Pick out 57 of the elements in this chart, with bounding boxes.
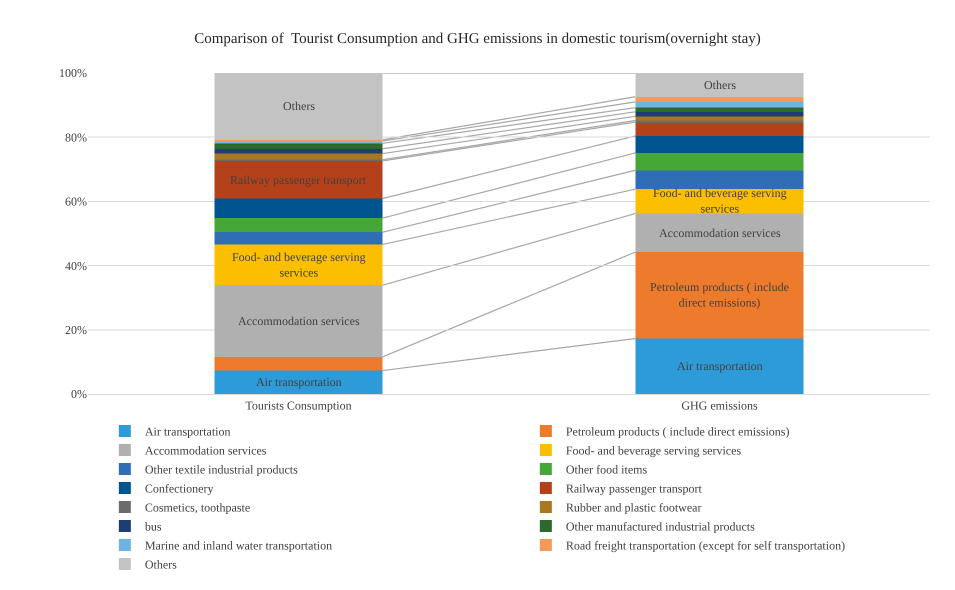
bar: [214, 198, 383, 218]
bar: [635, 122, 804, 136]
data-label: Accommodation services: [238, 314, 360, 328]
data-label: Others: [283, 99, 316, 113]
legend-label: Others: [144, 558, 178, 572]
bar: [635, 152, 804, 170]
bar: [635, 96, 804, 102]
x-tick-label: Tourists Consumption: [245, 398, 352, 412]
legend-label: bus: [144, 520, 162, 534]
bar: [635, 112, 804, 116]
legend-label: Air transportation: [144, 424, 230, 439]
legend-label: Petroleum products ( include direct emissions): [566, 424, 790, 439]
bar: [635, 170, 804, 190]
bar: [214, 143, 383, 149]
legend-label: Cosmetics, toothpaste: [144, 500, 250, 515]
legend-label: Other textile industrial products: [144, 462, 298, 477]
legend-label: Confectionery: [144, 482, 214, 496]
bar: [214, 232, 383, 244]
bar: [214, 160, 383, 199]
legend-label: Other manufactured industrial products: [566, 520, 756, 534]
data-label: Air transportation: [256, 375, 342, 389]
legend-label: Railway passenger transport: [566, 482, 702, 496]
bar: [214, 370, 383, 394]
data-label: Railway passenger transport: [230, 173, 367, 187]
bar: [635, 108, 804, 112]
legend-label: Road freight transportation (except for self transportation): [566, 538, 846, 553]
bar: [635, 338, 804, 394]
data-label: Accommodation services: [659, 226, 781, 240]
bar: [214, 73, 383, 140]
bar: [214, 244, 383, 286]
y-tick-label: 40%: [65, 258, 87, 273]
bar: [635, 102, 804, 108]
legend-label: Other food items: [566, 462, 648, 477]
data-label: Food- and beverage serving services: [232, 250, 366, 280]
bar: [214, 356, 383, 371]
bar: [214, 148, 383, 154]
data-label: Others: [704, 78, 736, 92]
legend-label: Marine and inland water transportation: [144, 538, 332, 553]
data-label: Air transportation: [677, 359, 763, 373]
y-tick-label: 100%: [59, 66, 87, 80]
legend-label: Food- and beverage serving services: [566, 444, 742, 458]
bar: [635, 136, 804, 153]
chart-title: Comparison of Tourist Consumption and GHG emissions in domestic tourism(overnight stay): [194, 30, 761, 47]
y-tick-label: 80%: [65, 130, 87, 144]
y-tick-label: 60%: [65, 194, 87, 209]
legend-label: Rubber and plastic footwear: [566, 500, 702, 515]
bar: [635, 252, 804, 338]
bar: [214, 154, 383, 160]
data-label: Food- and beverage serving services: [653, 186, 787, 216]
bar: [635, 73, 804, 97]
legend-label: Accommodation services: [144, 444, 267, 458]
y-tick-label: 0%: [71, 387, 87, 402]
bar: [214, 218, 383, 232]
x-tick-label: GHG emissions: [681, 398, 758, 412]
y-tick-label: 20%: [65, 323, 87, 337]
bar: [635, 116, 804, 121]
data-label: Petroleum products ( include direct emissions): [650, 280, 789, 310]
